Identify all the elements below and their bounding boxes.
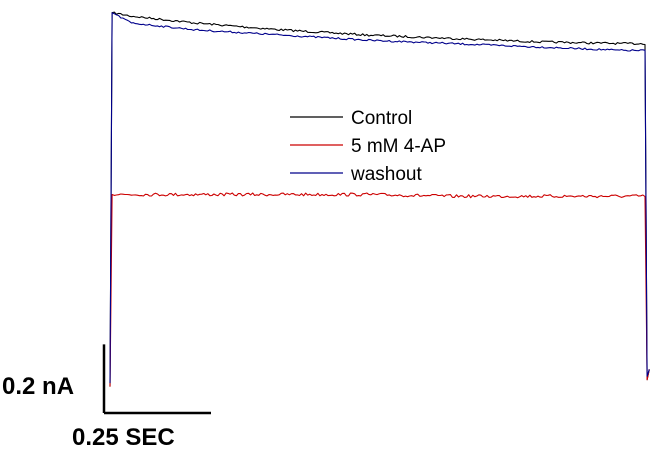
legend-label-washout: washout xyxy=(350,164,422,185)
traces-group xyxy=(109,11,650,387)
scale-label-current: 0.2 nA xyxy=(2,373,74,400)
scale-bar: 0.2 nA 0.25 SEC xyxy=(2,344,211,451)
legend: Control 5 mM 4-AP washout xyxy=(290,108,446,185)
trace-4ap xyxy=(109,192,650,387)
legend-label-control: Control xyxy=(351,108,412,129)
scale-label-time: 0.25 SEC xyxy=(72,424,175,451)
trace-washout xyxy=(109,12,650,384)
legend-label-4ap: 5 mM 4-AP xyxy=(351,136,446,157)
trace-control xyxy=(109,11,650,387)
